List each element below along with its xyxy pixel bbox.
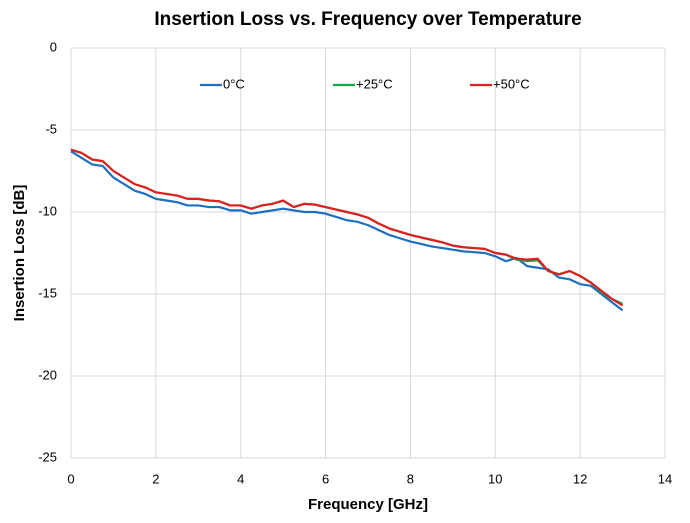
y-tick-label: -10 <box>38 203 57 218</box>
x-tick-label: 2 <box>152 471 159 486</box>
x-tick-label: 8 <box>407 471 414 486</box>
series-line <box>70 148 624 305</box>
x-tick-label: 4 <box>237 471 244 486</box>
y-tick-label: -20 <box>38 367 57 382</box>
x-axis-title: Frequency [GHz] <box>308 496 428 513</box>
x-tick-label: 10 <box>488 471 502 486</box>
x-tick-label: 12 <box>573 471 587 486</box>
y-tick-label: -5 <box>45 121 57 136</box>
x-tick-label: 14 <box>658 471 672 486</box>
chart-title: Insertion Loss vs. Frequency over Temper… <box>154 9 581 30</box>
series-line <box>70 148 624 307</box>
y-tick-label: 0 <box>50 39 57 54</box>
legend-label: +50°C <box>493 76 530 91</box>
y-tick-label: -15 <box>38 285 57 300</box>
legend-label: 0°C <box>223 76 245 91</box>
x-tick-label: 6 <box>322 471 329 486</box>
y-axis-title: Insertion Loss [dB] <box>11 185 28 322</box>
y-tick-label: -25 <box>38 449 57 464</box>
legend-label: +25°C <box>356 76 393 91</box>
x-tick-label: 0 <box>67 471 74 486</box>
series-line <box>70 150 624 312</box>
